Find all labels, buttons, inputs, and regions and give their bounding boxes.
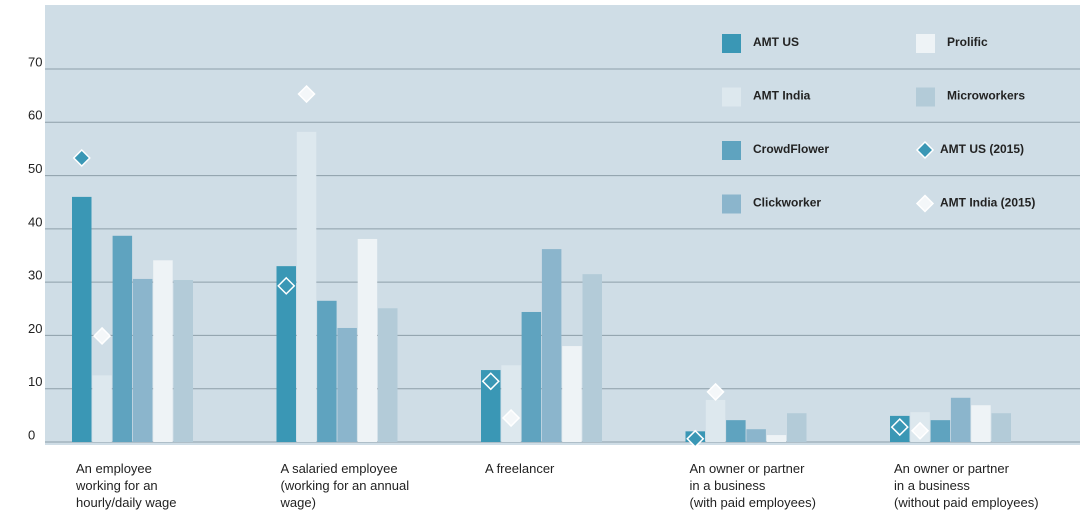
y-tick-label: 20 <box>28 321 42 336</box>
legend-marker <box>915 140 935 160</box>
bar <box>541 249 562 442</box>
diamond-marker <box>297 84 316 104</box>
bar <box>112 235 133 442</box>
y-tick-label: 40 <box>28 214 42 229</box>
bar <box>726 420 746 442</box>
bar <box>501 365 521 442</box>
diamond-marker <box>706 382 725 401</box>
y-tick-label: 60 <box>28 108 42 123</box>
bar <box>950 397 971 442</box>
y-tick-label: 50 <box>28 161 42 176</box>
legend-label: AMT India <box>753 89 811 103</box>
legend-swatch <box>722 141 741 160</box>
legend-swatch <box>722 34 741 53</box>
legend-label: AMT US <box>753 35 799 49</box>
x-tick-label: An owner or partner in a business (with pa… <box>690 461 816 510</box>
legend-label: AMT US (2015) <box>940 142 1024 156</box>
x-tick-label: A freelancer <box>485 461 555 476</box>
bar <box>787 413 807 442</box>
diamond-marker <box>481 372 500 391</box>
bar <box>971 405 991 442</box>
legend-label: Prolific <box>947 35 988 49</box>
legend-label: Clickworker <box>753 196 821 210</box>
legend-swatch <box>916 34 935 53</box>
bar <box>378 308 398 442</box>
bar <box>705 399 726 442</box>
bar <box>582 274 602 442</box>
legend-label: AMT India (2015) <box>940 196 1035 210</box>
bar <box>746 429 766 442</box>
bar <box>521 311 542 442</box>
bar <box>357 238 378 442</box>
bar <box>132 278 153 442</box>
legend: AMT US AMT India CrowdFlower Clickworker Pro… <box>722 34 1035 214</box>
diamond-marker <box>910 421 930 440</box>
legend-swatch <box>722 194 741 214</box>
y-tick-label: 10 <box>28 374 42 389</box>
bar <box>317 300 337 442</box>
y-tick-label: 70 <box>28 54 42 69</box>
bar <box>296 131 317 442</box>
bar <box>72 196 92 442</box>
bar <box>153 260 173 442</box>
legend-marker <box>915 194 935 213</box>
x-tick-label: A salaried employee (working for an annua… <box>280 461 410 510</box>
legend-label: CrowdFlower <box>753 142 829 156</box>
y-tick-label: 0 <box>28 427 35 442</box>
diamond-marker <box>501 408 521 428</box>
diamond-marker <box>686 429 705 448</box>
legend-label: Microworkers <box>947 89 1025 103</box>
bar <box>92 375 112 442</box>
bar <box>337 327 357 442</box>
bar <box>766 435 787 442</box>
bar <box>173 280 193 442</box>
diamond-marker <box>92 326 112 346</box>
legend-swatch <box>916 87 935 107</box>
bar <box>930 420 951 442</box>
diamond-marker <box>277 276 296 295</box>
legend-swatch <box>722 87 741 107</box>
bar <box>276 266 296 442</box>
bar <box>481 370 501 442</box>
x-tick-label: An owner or partner in a business (without… <box>894 461 1039 510</box>
x-tick-label: An employee working for an hourly/daily wa… <box>75 461 176 510</box>
y-tick-label: 30 <box>28 268 42 283</box>
diamond-marker <box>890 418 909 437</box>
diamond-marker <box>72 148 91 168</box>
bar <box>562 346 582 442</box>
bar <box>991 413 1011 442</box>
